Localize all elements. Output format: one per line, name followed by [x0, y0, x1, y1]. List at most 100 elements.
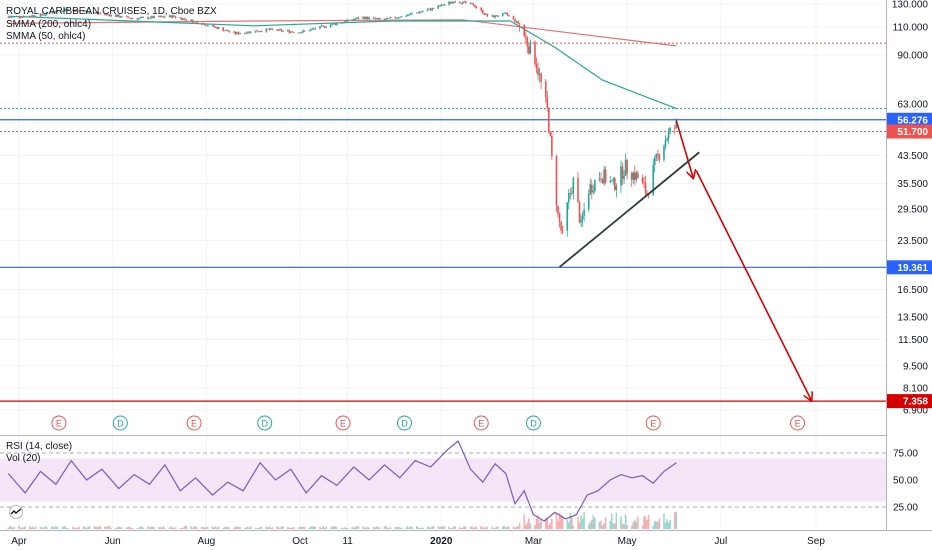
candle-body: [107, 14, 109, 15]
volume-bar: [243, 527, 246, 529]
candle-body: [388, 17, 390, 19]
candle-body: [643, 182, 645, 184]
legend-smma200[interactable]: SMMA (200, ohlc4): [6, 19, 92, 30]
candle-body: [572, 177, 575, 194]
volume-bar: [164, 527, 166, 529]
price-axis[interactable]: 130.000 110.000 90.000 63.000 43.500 35.500 29…: [892, 0, 929, 417]
price-tick-label: 29.500: [897, 205, 928, 216]
candle-body: [566, 202, 569, 231]
candle-body: [601, 179, 604, 184]
volume-bar: [383, 526, 386, 529]
event-marker[interactable]: D: [396, 415, 412, 431]
volume-bar: [356, 526, 358, 529]
candle-body: [137, 18, 140, 20]
event-marker[interactable]: D: [257, 415, 273, 431]
legend-symbol[interactable]: ROYAL CARIBBEAN CRUISES, 1D, Cboe BZX: [6, 6, 217, 17]
volume-bar: [12, 527, 14, 529]
candle-body: [322, 25, 324, 27]
candle-body: [333, 23, 335, 25]
rsi-axis[interactable]: 75.00 50.00 25.00: [893, 449, 918, 514]
volume-bar: [652, 525, 655, 529]
candle-body: [159, 16, 162, 17]
volume-bar: [171, 527, 174, 529]
volume-bar: [474, 526, 476, 529]
volume-bar: [64, 526, 66, 529]
legend-vol[interactable]: Vol (20): [6, 453, 41, 464]
candle-body: [56, 11, 59, 13]
volume-bar: [664, 522, 667, 529]
candle-body: [196, 21, 198, 24]
candle-body: [270, 28, 272, 30]
candle-body: [463, 1, 466, 3]
candle-body: [265, 28, 268, 32]
event-marker[interactable]: E: [473, 415, 489, 431]
candle-body: [623, 175, 625, 179]
candle-body: [88, 12, 91, 14]
candle-body: [368, 17, 370, 19]
volume-bar: [118, 526, 120, 529]
event-marker[interactable]: D: [525, 415, 541, 431]
time-axis[interactable]: Apr Jun Aug Oct 11 2020 Mar May Jul Sep: [11, 536, 825, 547]
candle-body: [454, 1, 456, 3]
candle-body: [75, 9, 77, 12]
smma50-line: [8, 15, 677, 110]
volume-bar: [42, 527, 45, 529]
projection-arrow-2: [695, 170, 811, 400]
event-marker[interactable]: E: [186, 415, 202, 431]
volume-bar: [429, 527, 432, 529]
candle-body: [180, 17, 183, 20]
volume-bar: [85, 527, 88, 529]
candle-body: [394, 17, 397, 19]
price-badge: [887, 112, 932, 127]
horizontal-levels: [0, 42, 886, 402]
legend-smma50[interactable]: SMMA (50, ohlc4): [6, 31, 86, 42]
volume-bar: [286, 526, 289, 529]
event-marker[interactable]: E: [51, 415, 67, 431]
volume-bar: [471, 526, 473, 529]
volume-bar: [32, 526, 34, 529]
candle-body: [217, 27, 220, 29]
volume-bar: [237, 526, 240, 529]
event-marker[interactable]: E: [645, 415, 661, 431]
volume-bar: [8, 526, 11, 529]
volume-bar: [503, 526, 506, 529]
volume-bar: [647, 514, 650, 529]
volume-bar: [561, 515, 564, 529]
candle-body: [372, 17, 375, 19]
event-marker[interactable]: D: [112, 415, 128, 431]
event-letter: E: [650, 419, 656, 429]
volume-bar: [99, 526, 102, 529]
candle-body: [8, 17, 11, 19]
candle-body: [228, 31, 231, 33]
event-marker[interactable]: E: [790, 415, 806, 431]
candle-body: [297, 32, 300, 34]
volume-bar: [153, 527, 155, 529]
volume-bar: [463, 526, 466, 529]
volume-bar: [277, 527, 280, 529]
legend-rsi[interactable]: RSI (14, close): [6, 441, 73, 452]
volume-bar: [236, 526, 238, 529]
candle-body: [389, 17, 392, 19]
volume-bar: [151, 526, 154, 529]
volume-bar: [194, 526, 197, 529]
candle-body: [379, 17, 381, 19]
candle-body: [667, 131, 670, 139]
volume-bar: [506, 526, 509, 529]
candle-body: [185, 19, 188, 21]
candle-body: [612, 178, 615, 181]
candle-body: [604, 169, 607, 183]
candle-body: [406, 15, 409, 16]
event-marker[interactable]: E: [335, 415, 351, 431]
rsi-line: [7, 440, 677, 522]
candle-body: [118, 14, 120, 18]
candle-body: [65, 8, 68, 11]
volume-bar: [21, 527, 23, 529]
candle-body: [383, 18, 386, 20]
volume-bar: [577, 517, 579, 529]
volume-bar: [641, 525, 644, 529]
candle-body: [259, 31, 261, 33]
candle-body: [236, 32, 238, 35]
candle-body: [39, 13, 42, 17]
candle-body: [105, 14, 108, 15]
volume-bar: [589, 521, 592, 529]
